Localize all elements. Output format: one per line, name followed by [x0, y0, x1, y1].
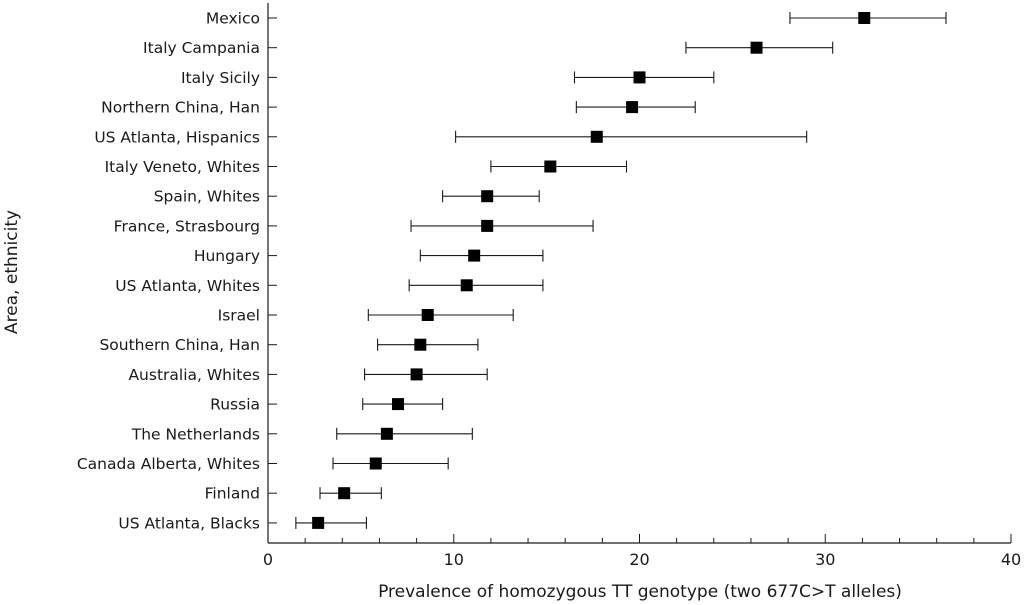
category-label: Israel — [218, 307, 260, 325]
point-marker — [380, 427, 393, 440]
category-label: US Atlanta, Blacks — [118, 514, 260, 532]
category-label: Canada Alberta, Whites — [77, 455, 260, 473]
point-marker — [750, 41, 763, 54]
category-label: US Atlanta, Hispanics — [94, 128, 260, 146]
point-marker — [590, 130, 603, 143]
point-marker — [392, 398, 405, 411]
point-marker — [460, 279, 473, 292]
category-label: Spain, Whites — [154, 188, 260, 206]
category-label: The Netherlands — [131, 425, 260, 443]
point-marker — [421, 309, 434, 321]
point-marker — [544, 160, 557, 173]
plot-area: 0 10 20 30 40 Mexico Italy Campania Italy Sicil… — [77, 3, 1021, 569]
category-label: Italy Sicily — [181, 69, 260, 87]
category-label: Southern China, Han — [99, 336, 260, 354]
x-tick-label: 10 — [444, 550, 464, 569]
point-marker — [410, 368, 423, 381]
point-marker — [858, 12, 871, 24]
x-tick-label: 40 — [1001, 550, 1021, 569]
x-tick-label: 0 — [263, 550, 273, 569]
category-label: Northern China, Han — [101, 99, 260, 117]
x-axis-title: Prevalence of homozygous TT genotype (tw… — [378, 582, 902, 602]
category-label: Hungary — [194, 247, 260, 265]
category-label: Australia, Whites — [128, 366, 260, 384]
category-label: France, Strasbourg — [114, 217, 260, 235]
point-marker — [312, 516, 325, 529]
category-label: Italy Campania — [143, 39, 260, 57]
point-marker — [414, 338, 427, 351]
category-label: Mexico — [206, 10, 260, 28]
point-marker — [626, 101, 639, 114]
category-label: Italy Veneto, Whites — [105, 158, 260, 176]
point-marker — [369, 457, 382, 470]
point-marker — [481, 190, 494, 203]
point-marker — [481, 219, 494, 232]
category-label: Finland — [205, 485, 260, 503]
category-label: Russia — [210, 396, 260, 414]
y-axis-title: Area, ethnicity — [2, 210, 22, 334]
point-marker — [633, 71, 646, 84]
x-tick-label: 20 — [629, 550, 649, 569]
category-label: US Atlanta, Whites — [115, 277, 260, 295]
point-marker — [468, 249, 481, 262]
x-tick-label: 30 — [815, 550, 835, 569]
point-marker — [338, 487, 351, 500]
